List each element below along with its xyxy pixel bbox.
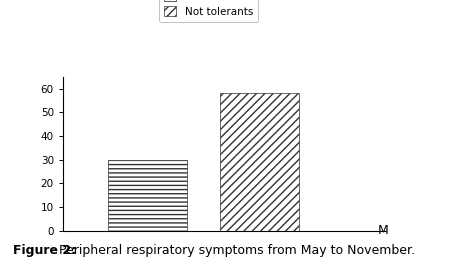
Text: Figure 2:: Figure 2:: [13, 244, 77, 257]
Text: M: M: [378, 224, 388, 237]
Bar: [220, 93, 299, 231]
Legend: Tolerants, Not tolerants: Tolerants, Not tolerants: [158, 0, 258, 22]
Bar: [108, 160, 186, 231]
Text: Peripheral respiratory symptoms from May to November.: Peripheral respiratory symptoms from May…: [55, 244, 415, 257]
